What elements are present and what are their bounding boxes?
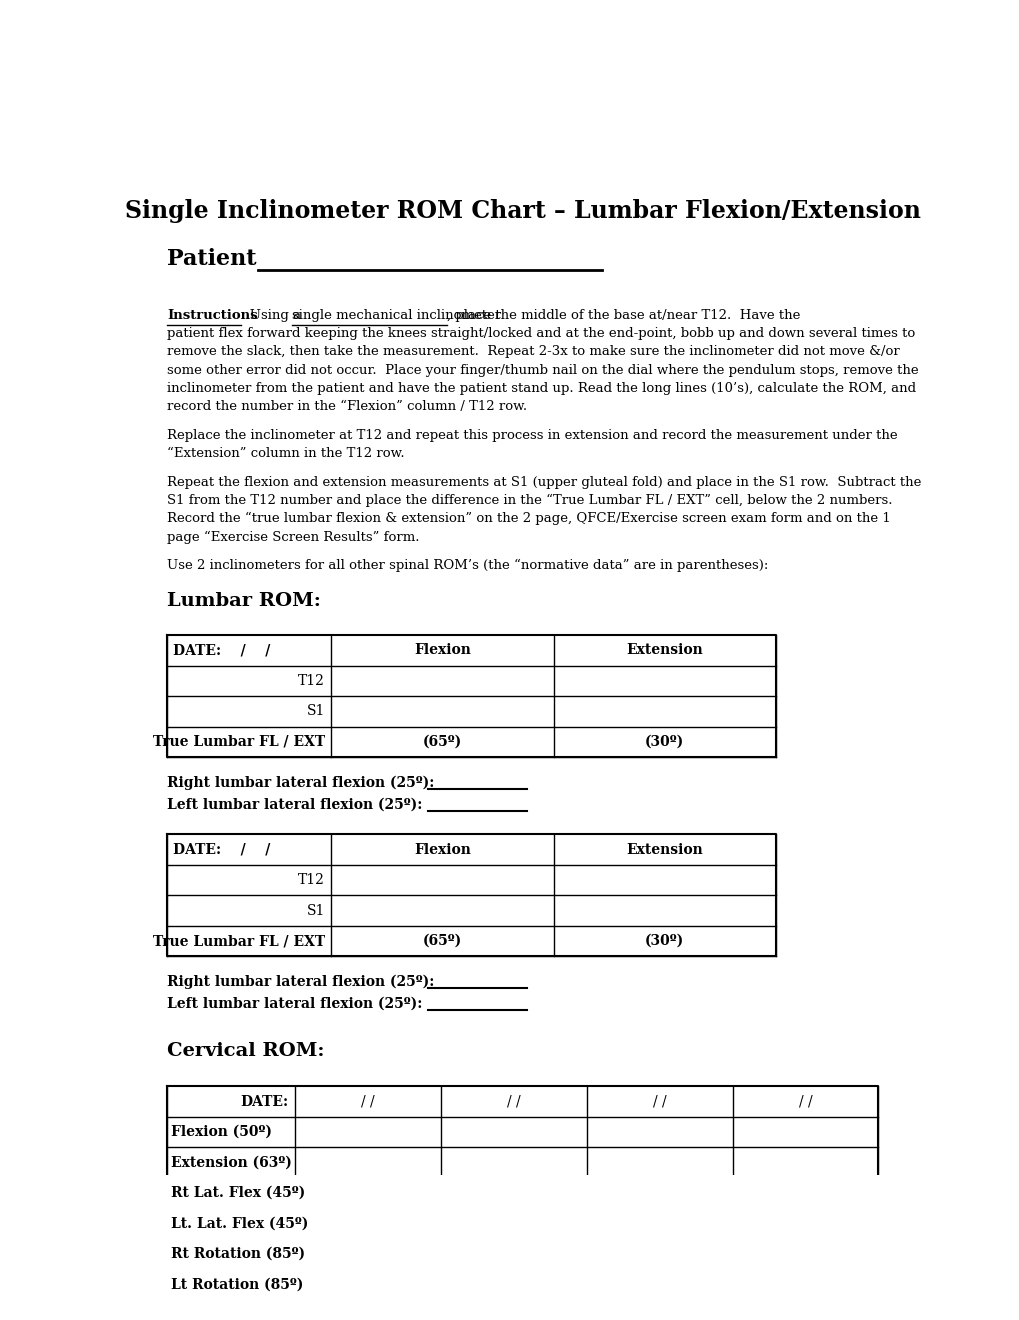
Text: inclinometer from the patient and have the patient stand up. Read the long lines: inclinometer from the patient and have t…: [167, 381, 915, 395]
Text: / /: / /: [798, 1094, 811, 1109]
Text: page “Exercise Screen Results” form.: page “Exercise Screen Results” form.: [167, 531, 419, 544]
Text: DATE:    /    /: DATE: / /: [173, 643, 270, 657]
Text: S1: S1: [307, 903, 325, 917]
Text: Right lumbar lateral flexion (25º):: Right lumbar lateral flexion (25º):: [167, 974, 434, 989]
Text: (65º): (65º): [423, 735, 462, 748]
Text: Rt Rotation (85º): Rt Rotation (85º): [171, 1247, 305, 1261]
Text: Flexion: Flexion: [414, 643, 471, 657]
Text: DATE:: DATE:: [240, 1094, 288, 1109]
Text: patient flex forward keeping the knees straight/locked and at the end-point, bob: patient flex forward keeping the knees s…: [167, 327, 914, 341]
Text: Left lumbar lateral flexion (25º):: Left lumbar lateral flexion (25º):: [167, 797, 422, 812]
Text: , place the middle of the base at/near T12.  Have the: , place the middle of the base at/near T…: [446, 309, 800, 322]
Text: Extension (63º): Extension (63º): [171, 1155, 291, 1170]
Text: / /: / /: [652, 1094, 665, 1109]
Text: T12: T12: [298, 673, 325, 688]
Text: Cervical ROM:: Cervical ROM:: [167, 1041, 324, 1060]
Text: T12: T12: [298, 873, 325, 887]
Text: Rt Lat. Flex (45º): Rt Lat. Flex (45º): [171, 1187, 305, 1200]
Text: (65º): (65º): [423, 935, 462, 948]
Text: Left lumbar lateral flexion (25º):: Left lumbar lateral flexion (25º):: [167, 997, 422, 1011]
Text: Use 2 inclinometers for all other spinal ROM’s (the “normative data” are in pare: Use 2 inclinometers for all other spinal…: [167, 558, 767, 572]
Text: / /: / /: [506, 1094, 520, 1109]
Text: remove the slack, then take the measurement.  Repeat 2-3x to make sure the incli: remove the slack, then take the measurem…: [167, 346, 899, 359]
Text: Patient: Patient: [167, 248, 256, 269]
Text: (30º): (30º): [644, 735, 684, 748]
Text: Lumbar ROM:: Lumbar ROM:: [167, 593, 321, 610]
Text: DATE:    /    /: DATE: / /: [173, 842, 270, 857]
Text: True Lumbar FL / EXT: True Lumbar FL / EXT: [153, 935, 325, 948]
Text: S1: S1: [307, 705, 325, 718]
Text: / /: / /: [361, 1094, 374, 1109]
Text: Repeat the flexion and extension measurements at S1 (upper gluteal fold) and pla: Repeat the flexion and extension measure…: [167, 475, 920, 488]
Text: Flexion: Flexion: [414, 842, 471, 857]
Text: Single Inclinometer ROM Chart – Lumbar Flexion/Extension: Single Inclinometer ROM Chart – Lumbar F…: [124, 199, 920, 223]
Text: single mechanical inclinometer: single mechanical inclinometer: [291, 309, 500, 322]
Text: Flexion (50º): Flexion (50º): [171, 1125, 272, 1139]
Text: some other error did not occur.  Place your finger/thumb nail on the dial where : some other error did not occur. Place yo…: [167, 364, 918, 376]
Text: Instructions: Instructions: [167, 309, 258, 322]
Text: Record the “true lumbar flexion & extension” on the 2 page, QFCE/Exercise screen: Record the “true lumbar flexion & extens…: [167, 512, 890, 525]
Text: Right lumbar lateral flexion (25º):: Right lumbar lateral flexion (25º):: [167, 775, 434, 789]
Text: record the number in the “Flexion” column / T12 row.: record the number in the “Flexion” colum…: [167, 400, 527, 413]
Text: True Lumbar FL / EXT: True Lumbar FL / EXT: [153, 735, 325, 748]
Text: Replace the inclinometer at T12 and repeat this process in extension and record : Replace the inclinometer at T12 and repe…: [167, 429, 897, 442]
Text: S1 from the T12 number and place the difference in the “True Lumbar FL / EXT” ce: S1 from the T12 number and place the dif…: [167, 494, 892, 507]
Text: Lt. Lat. Flex (45º): Lt. Lat. Flex (45º): [171, 1217, 308, 1230]
Text: Lt Rotation (85º): Lt Rotation (85º): [171, 1278, 303, 1291]
Text: Extension: Extension: [626, 842, 702, 857]
Text: Extension: Extension: [626, 643, 702, 657]
Text: (30º): (30º): [644, 935, 684, 948]
Text: “Extension” column in the T12 row.: “Extension” column in the T12 row.: [167, 447, 405, 461]
Text: : Using a: : Using a: [240, 309, 305, 322]
